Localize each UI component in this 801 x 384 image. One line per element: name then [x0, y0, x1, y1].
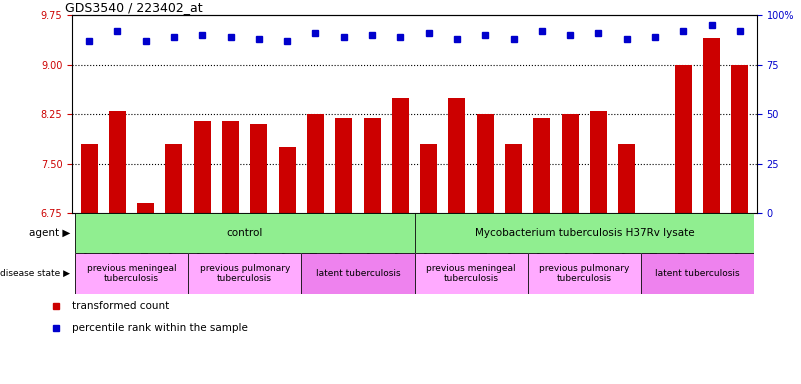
Bar: [675, 65, 692, 213]
Bar: [81, 144, 98, 213]
Bar: [194, 121, 211, 213]
Bar: [505, 144, 522, 213]
Text: previous pulmonary
tuberculosis: previous pulmonary tuberculosis: [539, 264, 630, 283]
Text: Mycobacterium tuberculosis H37Rv lysate: Mycobacterium tuberculosis H37Rv lysate: [474, 228, 694, 238]
Bar: [222, 121, 239, 213]
Text: agent ▶: agent ▶: [29, 228, 70, 238]
Bar: [421, 144, 437, 213]
Text: transformed count: transformed count: [72, 301, 169, 311]
Text: latent tuberculosis: latent tuberculosis: [655, 269, 740, 278]
Text: previous meningeal
tuberculosis: previous meningeal tuberculosis: [87, 264, 176, 283]
Bar: [703, 38, 720, 213]
Bar: [137, 203, 154, 213]
Bar: [336, 118, 352, 213]
Bar: [166, 144, 183, 213]
Bar: [364, 118, 380, 213]
Text: disease state ▶: disease state ▶: [0, 269, 70, 278]
Bar: [731, 65, 748, 213]
Bar: [307, 114, 324, 213]
Text: previous pulmonary
tuberculosis: previous pulmonary tuberculosis: [199, 264, 290, 283]
Text: previous meningeal
tuberculosis: previous meningeal tuberculosis: [426, 264, 516, 283]
Bar: [590, 111, 607, 213]
Bar: [449, 98, 465, 213]
Bar: [533, 118, 550, 213]
Bar: [618, 144, 635, 213]
Text: percentile rank within the sample: percentile rank within the sample: [72, 323, 248, 333]
Bar: [477, 114, 493, 213]
Bar: [109, 111, 126, 213]
Text: control: control: [227, 228, 263, 238]
Text: GDS3540 / 223402_at: GDS3540 / 223402_at: [65, 1, 203, 14]
Bar: [392, 98, 409, 213]
Bar: [251, 124, 268, 213]
Text: latent tuberculosis: latent tuberculosis: [316, 269, 400, 278]
Bar: [279, 147, 296, 213]
Bar: [562, 114, 578, 213]
